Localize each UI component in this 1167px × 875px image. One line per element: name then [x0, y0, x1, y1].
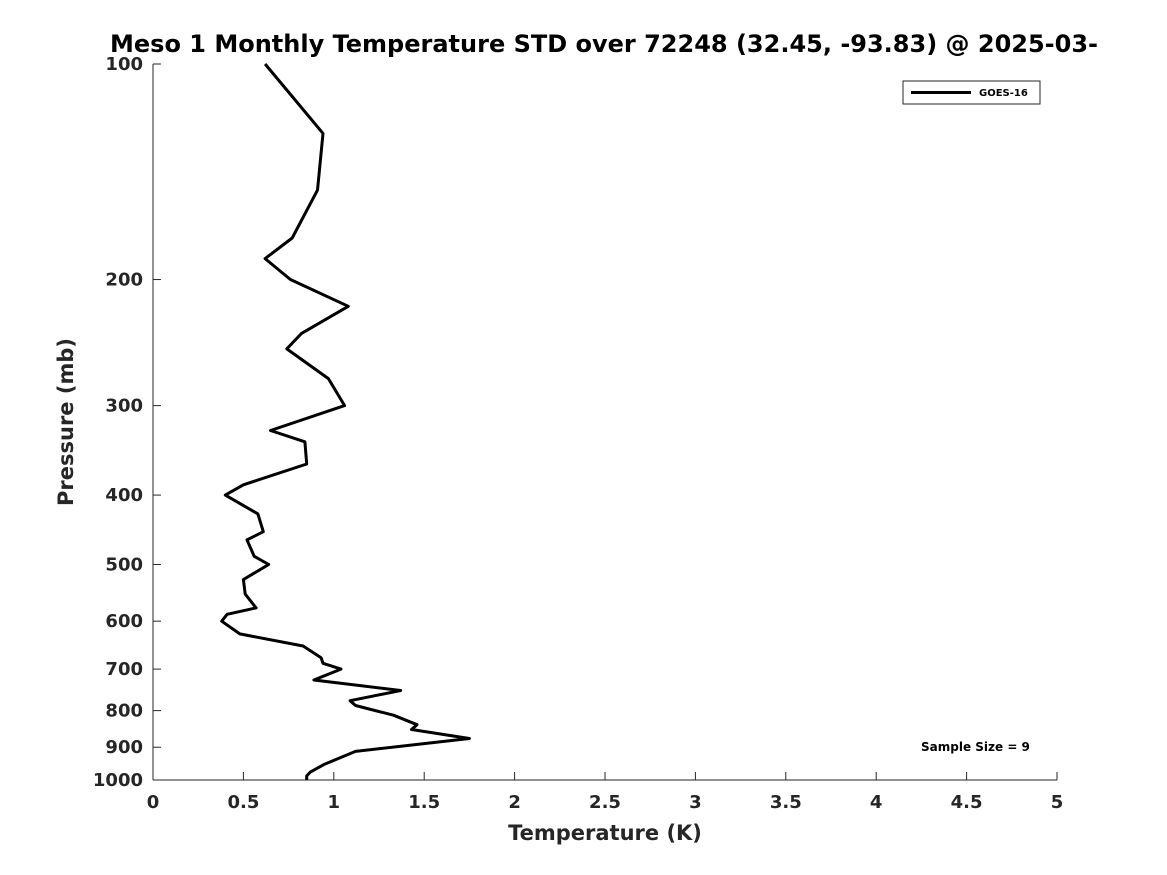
- y-ticks: 100 200 300 400 500 600 700 800 900 1000: [93, 54, 161, 791]
- y-axis-label: Pressure (mb): [54, 338, 78, 506]
- y-tick-label: 100: [105, 54, 143, 75]
- y-tick-label: 900: [105, 737, 143, 758]
- x-tick-label: 5: [1051, 792, 1064, 813]
- series-line-goes-16: [220, 63, 471, 780]
- legend-label-goes-16: GOES-16: [979, 88, 1028, 99]
- x-axis-label: Temperature (K): [508, 821, 702, 845]
- x-tick-label: 2.5: [589, 792, 621, 813]
- legend: GOES-16: [902, 80, 1041, 105]
- x-tick-label: 4: [870, 792, 883, 813]
- x-tick-label: 1: [328, 792, 341, 813]
- y-tick-label: 500: [105, 554, 143, 575]
- chart-title: Meso 1 Monthly Temperature STD over 7224…: [110, 30, 1098, 58]
- y-tick-label: 200: [105, 270, 143, 291]
- x-tick-label: 2: [508, 792, 521, 813]
- x-tick-label: 0.5: [227, 792, 259, 813]
- y-tick-label: 1000: [93, 770, 143, 791]
- x-tick-label: 4.5: [951, 792, 983, 813]
- x-tick-label: 3: [689, 792, 702, 813]
- legend-box: [902, 80, 1041, 105]
- y-tick-label: 300: [105, 396, 143, 417]
- y-tick-label: 800: [105, 701, 143, 722]
- x-tick-label: 1.5: [408, 792, 440, 813]
- x-tick-label: 3.5: [770, 792, 802, 813]
- y-tick-label: 700: [105, 659, 143, 680]
- y-tick-label: 600: [105, 611, 143, 632]
- y-tick-label: 400: [105, 485, 143, 506]
- x-tick-label: 0: [147, 792, 160, 813]
- sample-size-annotation: Sample Size = 9: [921, 740, 1030, 754]
- x-ticks: 0 0.5 1 1.5 2 2.5 3 3.5 4 4.5 5: [147, 772, 1064, 813]
